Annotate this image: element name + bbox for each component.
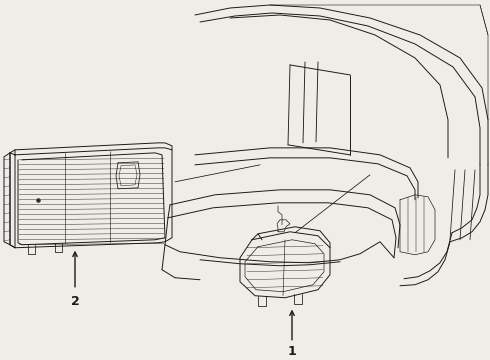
Text: 1: 1 xyxy=(288,345,296,358)
Text: 2: 2 xyxy=(71,295,79,308)
